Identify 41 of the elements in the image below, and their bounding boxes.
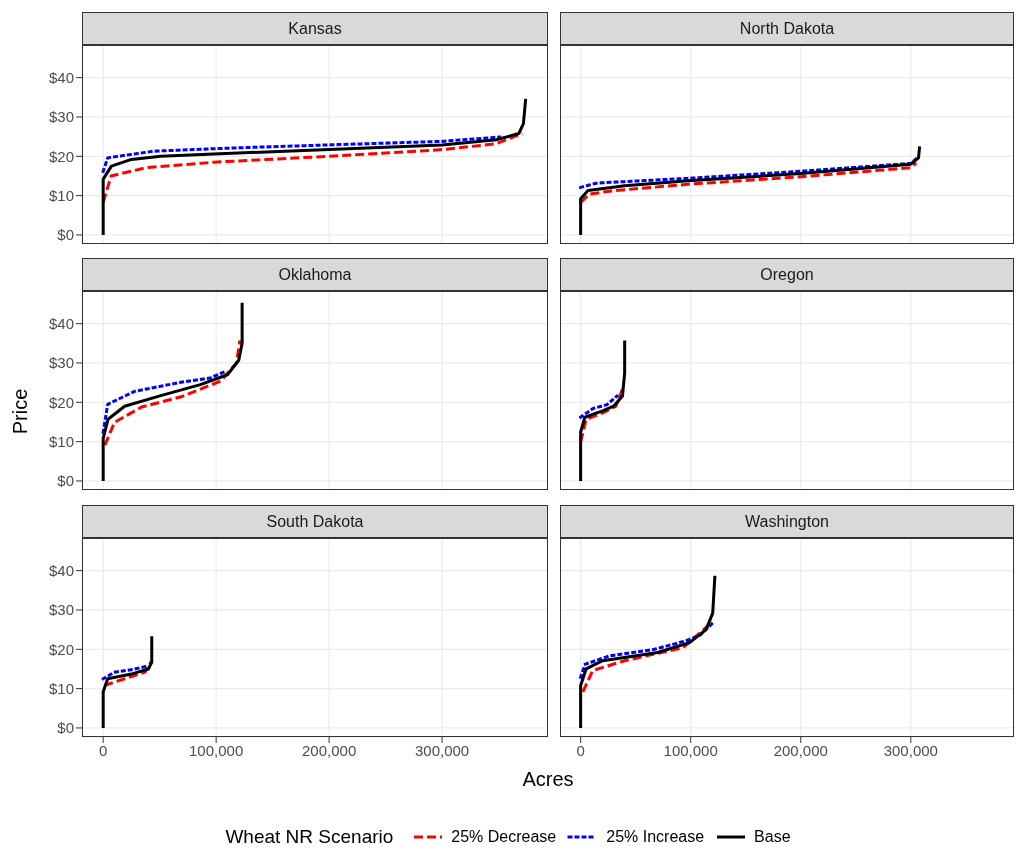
x-tick-label: 300,000 [883, 741, 938, 759]
x-tick-label: 0 [99, 741, 108, 759]
y-tick-label: $10 [48, 679, 74, 697]
legend-label: 25% Increase [606, 828, 705, 846]
y-tick-label: $20 [48, 640, 74, 658]
y-tick-label: $0 [57, 472, 74, 490]
y-tick-label: $40 [48, 314, 74, 332]
legend-label: Base [754, 828, 791, 846]
line-series [101, 634, 154, 730]
y-tick-label: $30 [48, 354, 74, 372]
line-series [101, 135, 502, 173]
chart-title: Oregon [560, 258, 1014, 291]
chart-title: North Dakota [560, 12, 1014, 45]
chart-title: Oklahoma [82, 258, 548, 291]
y-tick-label: $0 [57, 226, 74, 244]
y-tick-label: $40 [48, 561, 74, 579]
chart-title: Kansas [82, 12, 548, 45]
y-tick-label: $30 [48, 601, 74, 619]
x-tick-label: 100,000 [189, 741, 244, 759]
y-tick-label: $10 [48, 186, 74, 204]
line-series [103, 339, 242, 447]
line-series [101, 301, 244, 483]
line-series [101, 97, 528, 237]
x-tick-label: 200,000 [773, 741, 828, 759]
chart-title: Washington [560, 505, 1014, 538]
y-tick-label: $30 [48, 108, 74, 126]
y-tick-label: $20 [48, 393, 74, 411]
y-tick-label: $20 [48, 147, 74, 165]
x-tick-label: 100,000 [663, 741, 718, 759]
legend-title: Wheat NR Scenario [225, 826, 394, 848]
chart-title: South Dakota [82, 505, 548, 538]
line-series [101, 664, 150, 681]
y-tick-label: $10 [48, 432, 74, 450]
y-tick-label: $0 [57, 719, 74, 737]
y-axis-title: Price [8, 387, 32, 437]
x-tick-label: 200,000 [302, 741, 357, 759]
x-tick-label: 300,000 [414, 741, 470, 759]
legend-label: 25% Decrease [451, 828, 557, 846]
x-tick-label: 0 [576, 741, 585, 759]
y-tick-label: $40 [48, 68, 74, 86]
x-axis-title: Acres [521, 768, 575, 791]
